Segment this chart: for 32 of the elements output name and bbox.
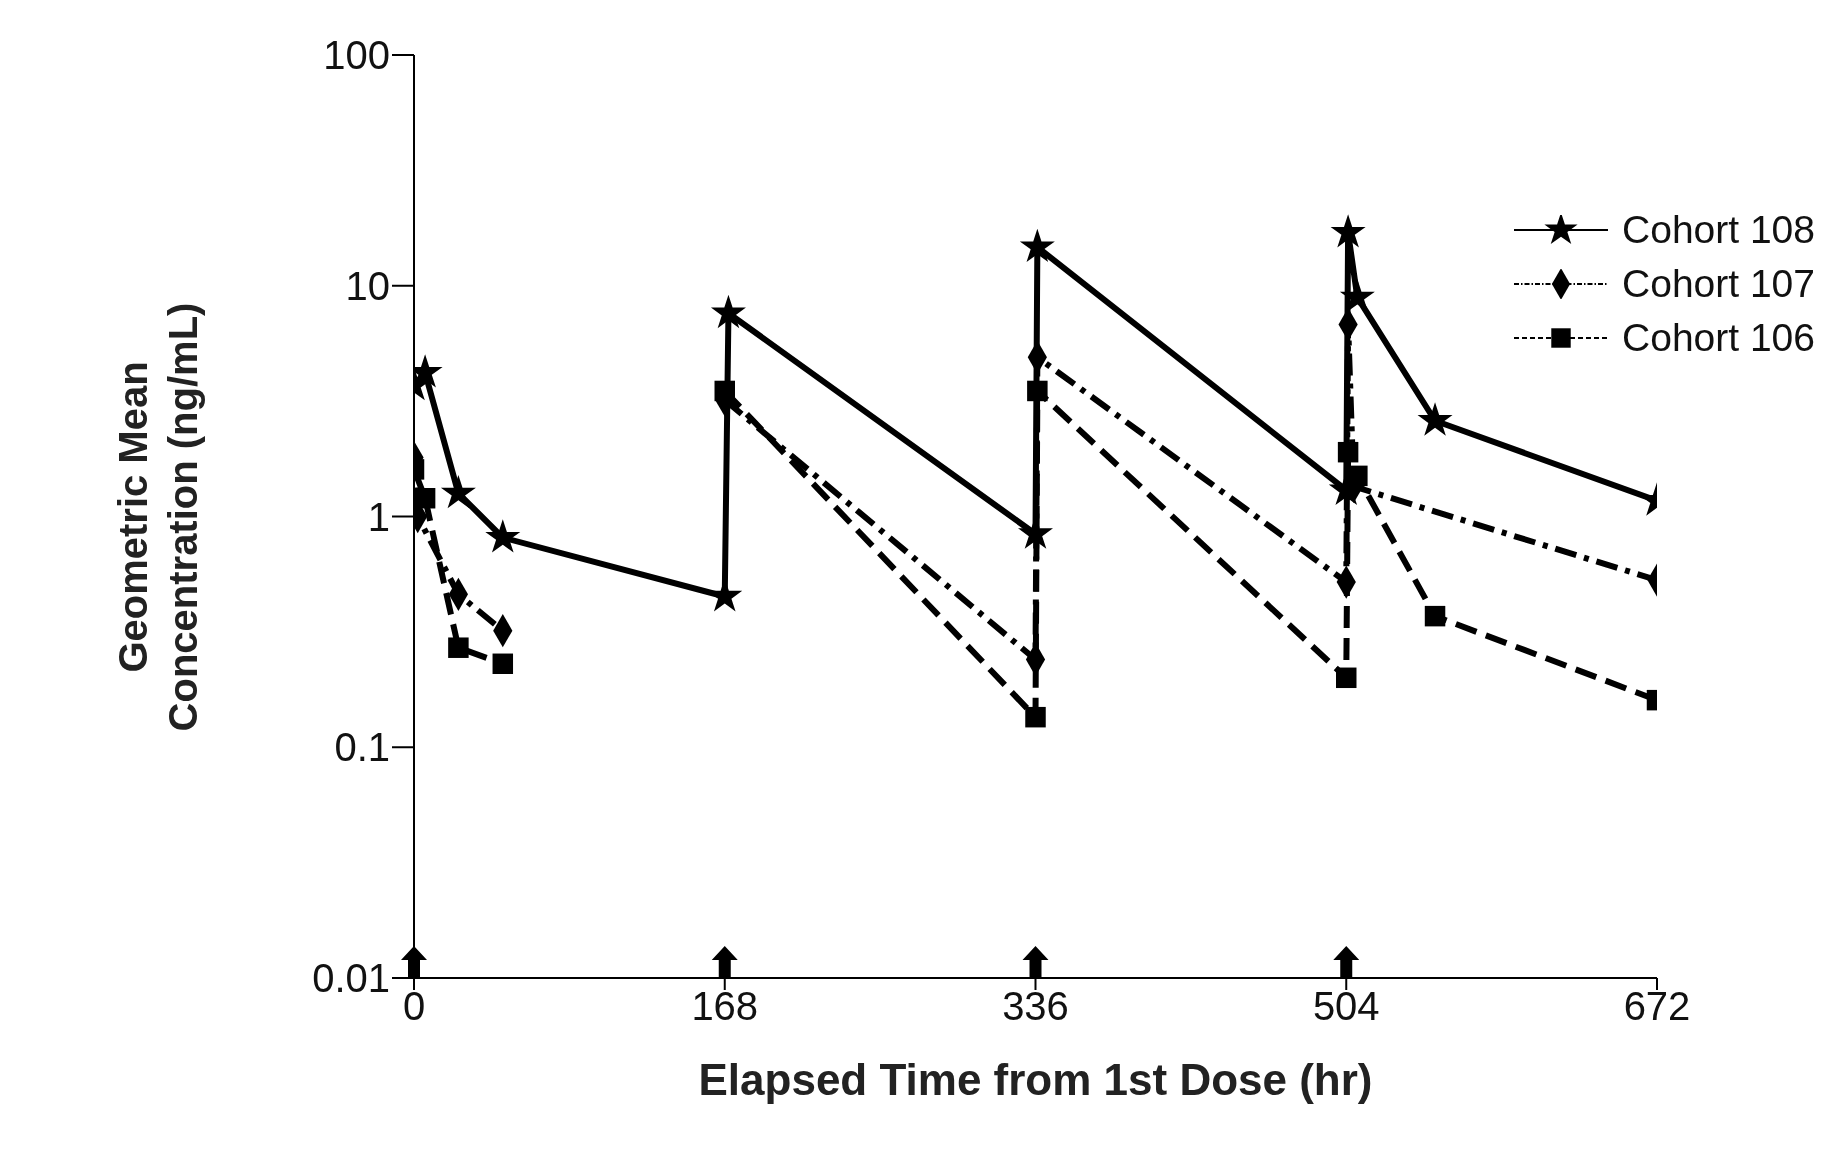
x-tick-label: 504 [1312, 984, 1380, 1029]
y-axis-title: Geometric Mean Concentration (ng/mL) [110, 301, 206, 733]
point [1337, 441, 1359, 463]
point [1336, 667, 1357, 689]
point [710, 294, 746, 329]
x-tick-label: 672 [1623, 984, 1691, 1029]
point [485, 519, 521, 553]
y-tick-label: 10 [345, 263, 390, 308]
point [1019, 228, 1055, 263]
point [440, 474, 476, 509]
x-tick-label: 168 [691, 984, 759, 1029]
y-tick-label: 1 [367, 494, 390, 539]
point [1339, 279, 1375, 313]
point [1027, 380, 1048, 402]
point [492, 653, 514, 675]
legend-label: Cohort 107 [1622, 262, 1815, 306]
y-tick-label: 0.1 [334, 725, 390, 770]
legend-label: Cohort 108 [1622, 208, 1815, 252]
point [1330, 214, 1366, 248]
x-tick-label: 336 [1002, 984, 1069, 1029]
y-tick-label: 0.01 [312, 956, 390, 1001]
point [1347, 465, 1368, 487]
legend-label: Cohort 106 [1622, 316, 1815, 360]
x-tick-label: 0 [402, 984, 426, 1029]
point [1417, 402, 1453, 436]
x-axis-title: Elapsed Time from 1st Dose (hr) [697, 1055, 1374, 1104]
point [1424, 605, 1446, 627]
point [714, 380, 735, 402]
y-tick-label: 100 [323, 33, 390, 78]
point [414, 487, 436, 509]
point [448, 637, 469, 658]
point [1025, 706, 1046, 728]
